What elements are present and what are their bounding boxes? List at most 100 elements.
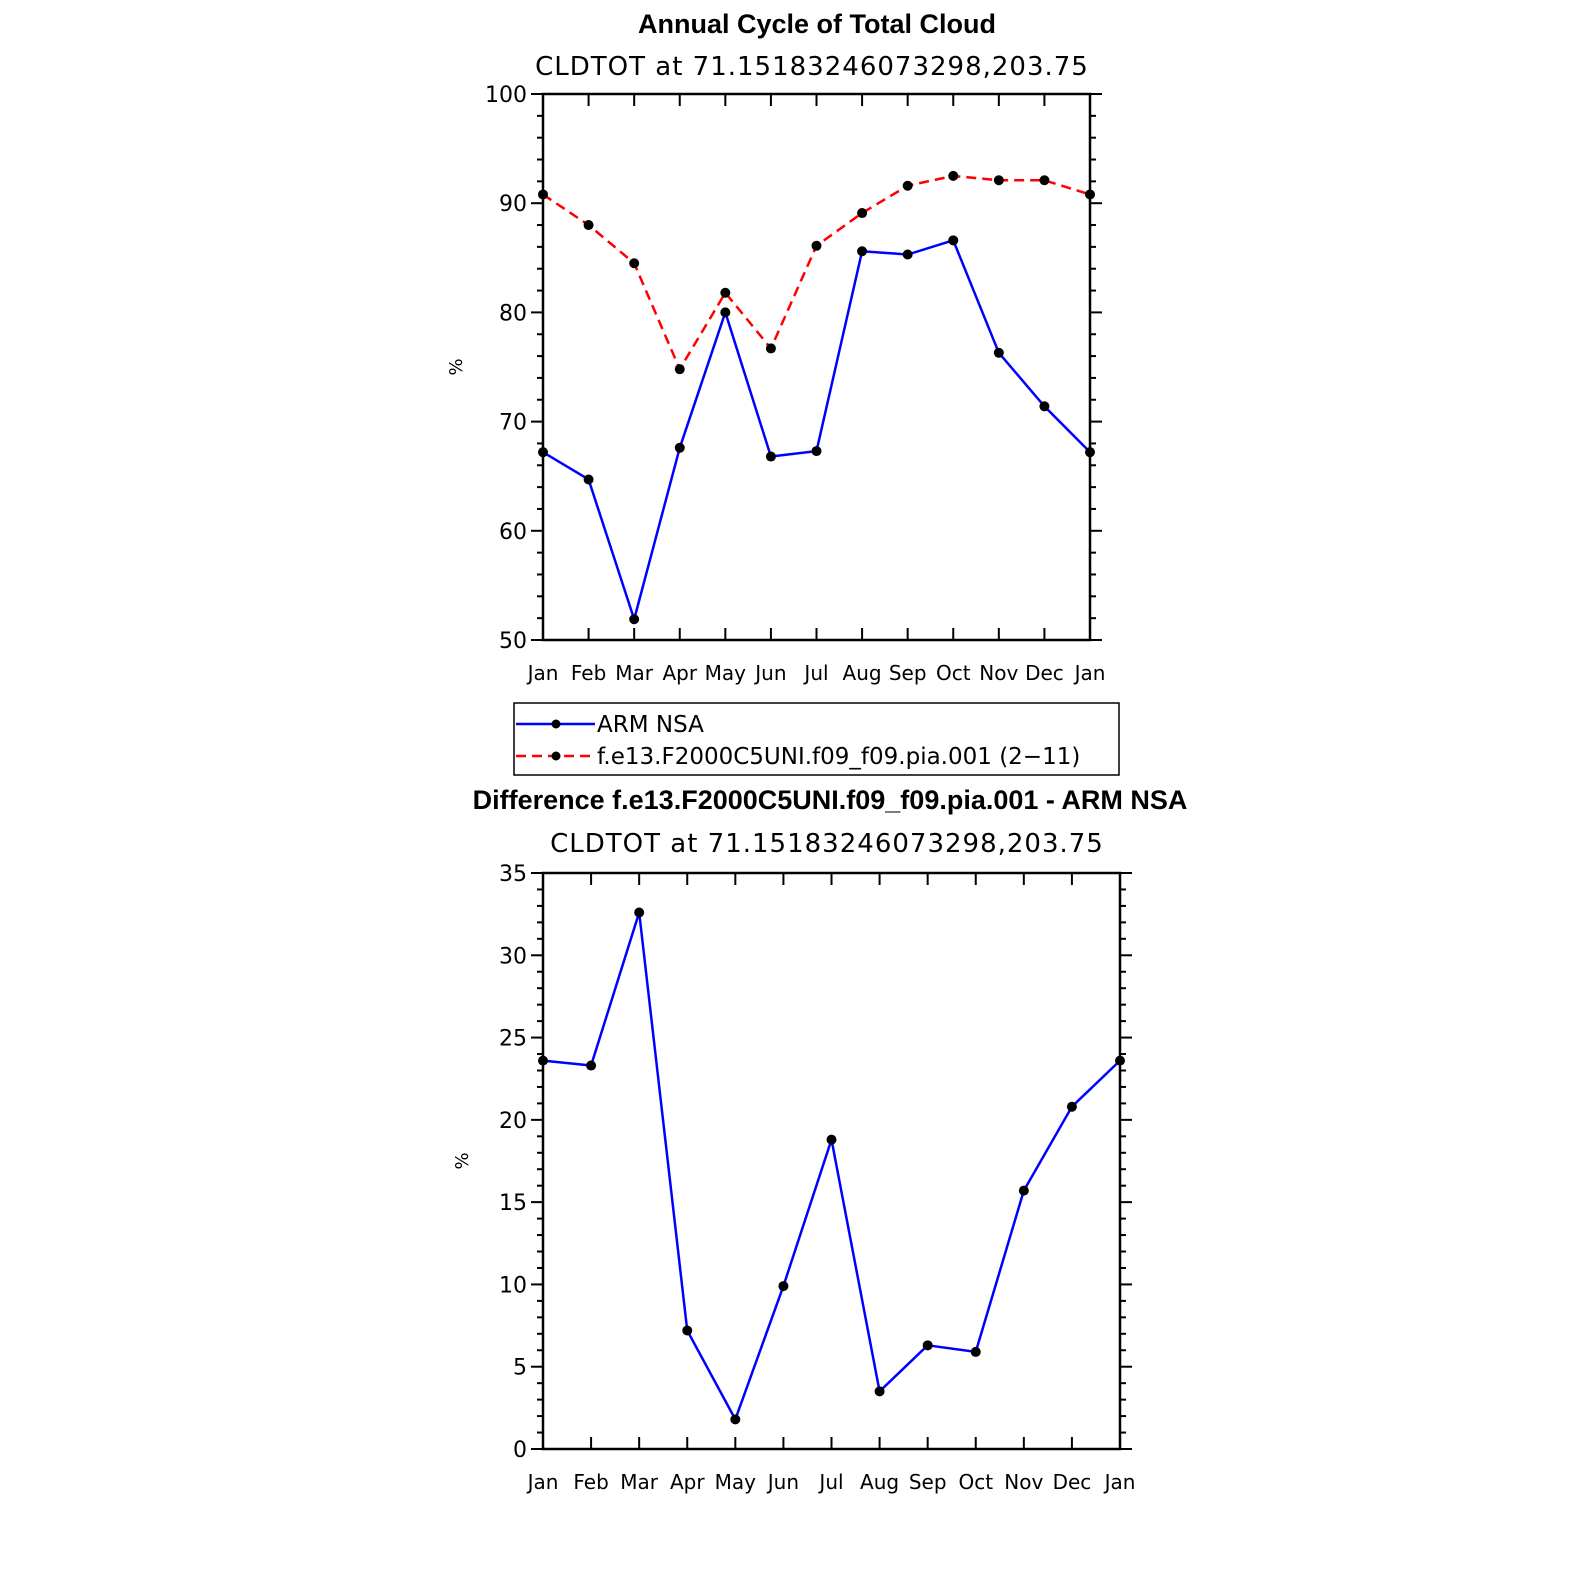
series-0-point [629,614,640,625]
axes: 0 5 10 15 20 25 30 35 Jan Feb Mar Apr May Jun Jul Aug Se… [499,862,1135,1494]
x-tick-label: Apr [662,661,697,685]
y-tick-label: 20 [499,1109,527,1134]
series-0-point [922,1340,933,1351]
series-1-point [538,189,548,200]
series-0-point [634,907,645,918]
legend-label-arm-nsa: ARM NSA [597,712,704,738]
y-tick-label: 35 [499,862,527,887]
x-tick-label: Nov [979,661,1018,685]
series-line-0 [542,239,1091,621]
series-1-point [629,258,640,269]
series-0-point [1115,1055,1125,1066]
series-0-point [583,474,594,485]
series-0-point [874,1386,885,1397]
series-layer [538,907,1125,1425]
x-tick-label: Feb [573,1470,608,1494]
x-tick-label: Apr [670,1470,705,1494]
series-0-point [993,347,1004,358]
x-tick-label: Feb [571,661,606,685]
legend-marker-model [551,751,561,761]
series-1-point [1039,175,1050,186]
y-tick-label: 90 [499,192,527,217]
series-0-point [1066,1101,1077,1112]
chart-title: Difference f.e13.F2000C5UNI.f09_f09.pia.… [473,785,1188,815]
series-0-point [538,447,548,458]
series-0-point [765,451,776,462]
x-tick-label: Sep [909,1470,947,1494]
series-0-point [902,249,913,260]
y-tick-label: 25 [499,1027,527,1052]
series-0-point [720,307,731,318]
series-0-point [674,442,685,453]
axes: 50 60 70 80 90 100 Jan Feb Mar Apr May Jun Jul Aug Sep… [485,83,1105,685]
series-0-point [970,1346,981,1357]
x-tick-label: Jun [766,1470,799,1494]
series-1-point [857,208,868,219]
legend-label-model: f.e13.F2000C5UNI.f09_f09.pia.001 (2−11) [597,744,1080,770]
series-0-point [1039,401,1050,412]
y-tick-label: 10 [499,1273,527,1298]
series-1-point [583,220,594,231]
y-tick-label: 100 [485,83,527,108]
series-0-point [730,1414,741,1425]
x-tick-label: Jun [753,661,786,685]
legend-marker-arm-nsa [551,719,561,729]
series-1-point [993,175,1004,186]
series-layer [538,170,1095,625]
series-1-point [948,170,959,181]
y-tick-label: 80 [499,301,527,326]
series-1-point [765,343,776,354]
series-0-point [948,235,959,246]
series-0-point [778,1281,789,1292]
x-tick-label: Oct [958,1470,993,1494]
panel-annual-cycle: Annual Cycle of Total Cloud CLDTOT at 71… [446,9,1105,685]
series-1-point [720,287,731,298]
series-0-point [538,1055,548,1066]
y-tick-label: 15 [499,1191,527,1216]
x-tick-label: Mar [615,661,654,685]
x-tick-label: Nov [1004,1470,1043,1494]
series-1-point [811,240,822,251]
y-axis-label: % [446,358,467,375]
series-0-point [857,246,868,257]
x-tick-label: Jul [802,661,828,685]
x-tick-label: Jan [526,1470,559,1494]
x-tick-label: May [715,1470,757,1494]
x-tick-label: Jan [1103,1470,1136,1494]
legend-box [513,702,1120,776]
series-1-point [902,180,913,191]
y-tick-label: 5 [513,1356,527,1381]
y-tick-label: 30 [499,944,527,969]
series-line-1 [542,174,1091,371]
chart-subtitle: CLDTOT at 71.15183246073298,203.75 [535,52,1089,82]
series-0-point [586,1060,597,1071]
x-tick-label: Jan [526,661,559,685]
panel-difference: Difference f.e13.F2000C5UNI.f09_f09.pia.… [452,785,1187,1494]
plot-frame [541,871,1122,1451]
x-tick-label: Jul [817,1470,843,1494]
y-tick-label: 70 [499,411,527,436]
legend: ARM NSA f.e13.F2000C5UNI.f09_f09.pia.001… [513,702,1120,776]
series-1-point [674,364,685,375]
x-tick-label: Oct [936,661,971,685]
x-tick-label: Aug [843,661,882,685]
x-tick-label: May [705,661,747,685]
plot-frame [541,92,1092,642]
x-tick-label: Sep [889,661,927,685]
y-tick-label: 50 [499,629,527,654]
y-tick-label: 0 [513,1438,527,1463]
x-tick-label: Dec [1025,661,1064,685]
x-tick-label: Jan [1073,661,1106,685]
x-tick-label: Aug [860,1470,899,1494]
y-tick-label: 60 [499,520,527,545]
series-0-point [811,446,822,457]
series-line-0 [542,911,1121,1421]
y-axis-label: % [452,1152,473,1169]
series-0-point [826,1134,837,1145]
x-tick-label: Dec [1053,1470,1092,1494]
chart-subtitle: CLDTOT at 71.15183246073298,203.75 [550,829,1104,859]
series-1-point [1085,189,1095,200]
x-tick-label: Mar [620,1470,659,1494]
